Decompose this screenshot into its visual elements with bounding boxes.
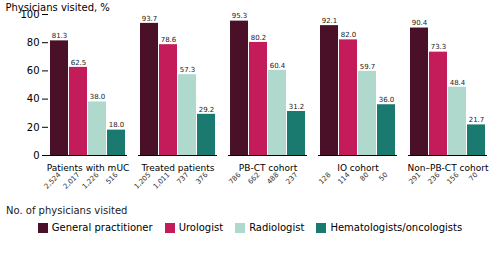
- svg-text:50: 50: [378, 171, 390, 183]
- svg-text:48.4: 48.4: [450, 78, 466, 86]
- svg-text:29.2: 29.2: [199, 106, 215, 114]
- svg-text:21.7: 21.7: [469, 116, 485, 124]
- svg-text:1,226: 1,226: [81, 170, 101, 190]
- svg-text:38.0: 38.0: [90, 93, 106, 101]
- svg-text:40: 40: [27, 93, 40, 104]
- html-text:No. of physicians visited: No. of physicians visited: [6, 205, 128, 216]
- svg-text:PB-CT cohort: PB-CT cohort: [239, 163, 298, 173]
- svg-text:662: 662: [246, 171, 261, 186]
- svg-text:128: 128: [317, 171, 332, 186]
- svg-text:2,524: 2,524: [43, 170, 63, 190]
- svg-text:0: 0: [33, 150, 39, 161]
- svg-text:1,205: 1,205: [133, 171, 153, 191]
- svg-text:70: 70: [468, 171, 480, 183]
- svg-text:376: 376: [194, 170, 209, 185]
- svg-text:737: 737: [175, 171, 190, 186]
- svg-text:1,011: 1,011: [152, 171, 172, 191]
- svg-text:20: 20: [27, 122, 40, 133]
- svg-text:80.2: 80.2: [251, 34, 267, 42]
- svg-text:236: 236: [426, 170, 441, 185]
- svg-text:100: 100: [20, 8, 40, 20]
- svg-text:81.3: 81.3: [52, 32, 68, 40]
- svg-text:60.4: 60.4: [270, 62, 286, 70]
- svg-text:78.6: 78.6: [161, 36, 177, 44]
- svg-text:92.1: 92.1: [322, 17, 338, 25]
- svg-text:82.0: 82.0: [341, 31, 357, 39]
- svg-text:786: 786: [227, 170, 242, 185]
- html-text:Hematologists/oncologists: Hematologists/oncologists: [330, 222, 463, 233]
- svg-text:291: 291: [407, 171, 422, 186]
- svg-text:36.0: 36.0: [379, 96, 395, 104]
- svg-text:95.3: 95.3: [232, 12, 248, 20]
- svg-text:Non–PB-CT cohort: Non–PB-CT cohort: [408, 163, 489, 173]
- svg-text:2,017: 2,017: [62, 171, 82, 191]
- svg-text:114: 114: [336, 170, 351, 185]
- svg-text:59.7: 59.7: [360, 63, 376, 71]
- svg-text:Physicians visited, %: Physicians visited, %: [6, 2, 110, 13]
- html-text:Radiologist: Radiologist: [249, 222, 305, 233]
- svg-text:62.5: 62.5: [71, 59, 87, 67]
- html-text:Urologist: Urologist: [178, 222, 224, 233]
- svg-text:80: 80: [359, 171, 371, 183]
- svg-text:516: 516: [104, 170, 119, 185]
- svg-text:156: 156: [445, 170, 460, 185]
- svg-text:90.4: 90.4: [412, 19, 428, 27]
- svg-text:Patients with mUC: Patients with mUC: [47, 163, 129, 173]
- svg-text:80: 80: [27, 37, 40, 48]
- html-text:General practitioner: General practitioner: [51, 222, 153, 233]
- svg-text:488: 488: [265, 171, 280, 186]
- svg-text:93.7: 93.7: [142, 15, 158, 23]
- svg-text:57.3: 57.3: [180, 66, 196, 74]
- svg-text:IO cohort: IO cohort: [337, 163, 379, 173]
- svg-text:73.3: 73.3: [431, 43, 447, 51]
- svg-text:60: 60: [27, 65, 40, 76]
- svg-text:31.2: 31.2: [289, 103, 305, 111]
- svg-text:Treated patients: Treated patients: [141, 162, 215, 173]
- svg-text:18.0: 18.0: [109, 121, 125, 129]
- svg-text:237: 237: [284, 171, 299, 186]
